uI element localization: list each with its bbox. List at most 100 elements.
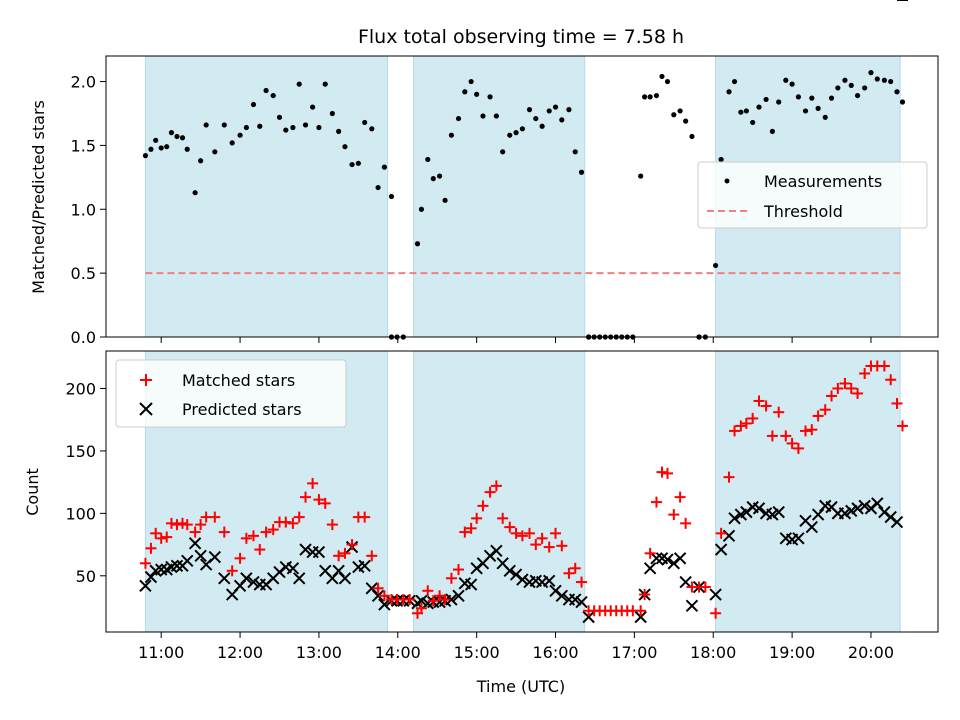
predicted-star-point (575, 595, 588, 609)
matched-star-point (897, 420, 909, 432)
predicted-star-point (722, 529, 736, 543)
measurement-point (854, 92, 861, 99)
measurement-point (302, 122, 309, 128)
measurement-point (888, 78, 894, 85)
y-tick-label: 1.5 (71, 136, 96, 155)
measurement-point (243, 124, 249, 131)
predicted-star-point (170, 559, 184, 573)
matched-star-point (218, 526, 230, 538)
y-tick-label: 100 (65, 504, 96, 523)
measurement-point (894, 89, 900, 95)
matched-star-point (434, 590, 446, 602)
matched-star-point (415, 602, 427, 614)
legend-matched-swatch (140, 374, 152, 386)
x-tick-label: 15:00 (454, 643, 500, 662)
measurement-point (375, 184, 381, 191)
measurement-point (212, 149, 218, 155)
matched-star-point (740, 417, 752, 429)
measurement-point (462, 89, 468, 95)
predicted-star-point (650, 552, 663, 565)
matched-star-point (747, 412, 759, 424)
measurement-point (664, 78, 671, 85)
matched-star-point (852, 387, 864, 399)
measurement-point (507, 132, 513, 138)
matched-star-point (181, 519, 193, 531)
measurement-point (738, 109, 744, 115)
matched-star-point (171, 519, 183, 531)
measurement-point (329, 110, 335, 117)
measurement-point (868, 70, 874, 76)
measurement-point (795, 94, 802, 100)
predicted-star-point (378, 598, 391, 611)
measurement-point (349, 161, 355, 168)
matched-star-point (845, 382, 857, 394)
legend-predicted-label: Predicted stars (182, 400, 302, 419)
measurement-point (756, 104, 762, 110)
measurement-point (881, 77, 887, 83)
predicted-star-point (286, 562, 300, 575)
predicted-star-point (452, 589, 465, 602)
measurement-point (283, 127, 289, 133)
matched-star-point (453, 564, 465, 576)
matched-star-point (523, 527, 535, 539)
predicted-star-point (358, 559, 371, 573)
observing-window (715, 350, 901, 633)
matched-star-point (439, 594, 451, 606)
matched-star-point (826, 390, 838, 402)
measurement-point (418, 206, 425, 212)
measurement-point (414, 241, 421, 247)
measurement-point (743, 108, 749, 114)
measurement-point (442, 197, 448, 203)
matched-star-point (465, 522, 477, 534)
predicted-star-point (752, 502, 766, 515)
matched-star-point (891, 397, 903, 409)
matched-star-point (145, 542, 157, 554)
measurement-point (487, 94, 493, 100)
x-tick-label: 18:00 (690, 643, 736, 662)
matched-star-point (723, 471, 735, 483)
matched-stars-points (139, 360, 909, 619)
predicted-star-point (208, 550, 222, 564)
matched-star-point (471, 512, 483, 524)
matched-star-point (333, 550, 345, 562)
matched-star-point (260, 526, 272, 538)
predicted-star-point (569, 593, 582, 606)
predicted-star-point (312, 545, 326, 559)
measurement-point (513, 130, 519, 136)
measurement-point (533, 115, 539, 122)
predicted-star-point (792, 532, 805, 545)
predicted-star-point (858, 499, 871, 513)
measurement-point (828, 95, 835, 101)
measurement-point (848, 82, 854, 88)
matched-star-point (240, 532, 252, 544)
measurement-point (815, 105, 821, 111)
matched-star-point (477, 500, 489, 512)
measurement-point (153, 137, 159, 143)
measurement-point (526, 107, 533, 113)
predicted-star-point (728, 512, 741, 525)
matched-star-point (644, 547, 656, 559)
x-tick-label: 19:00 (769, 643, 815, 662)
matched-star-point (639, 589, 651, 601)
matched-star-point (484, 486, 496, 498)
measurement-point (683, 118, 689, 124)
measurement-point (229, 140, 235, 146)
measurement-point (270, 92, 276, 99)
matched-star-point (680, 517, 692, 529)
measurement-point (336, 128, 342, 134)
x-tick-label: 13:00 (296, 643, 342, 662)
matched-star-point (247, 530, 259, 542)
measurement-point (296, 81, 302, 87)
matched-star-point (359, 511, 371, 523)
measurement-point (342, 144, 348, 150)
matched-star-point (254, 544, 266, 556)
measurement-point (436, 173, 443, 179)
measurement-point (677, 108, 683, 114)
measurement-point (718, 156, 724, 163)
matched-star-point (806, 424, 818, 436)
measurement-point (221, 122, 227, 128)
predicted-star-point (181, 554, 194, 568)
measurement-point (455, 115, 462, 122)
measurement-point (809, 95, 815, 101)
